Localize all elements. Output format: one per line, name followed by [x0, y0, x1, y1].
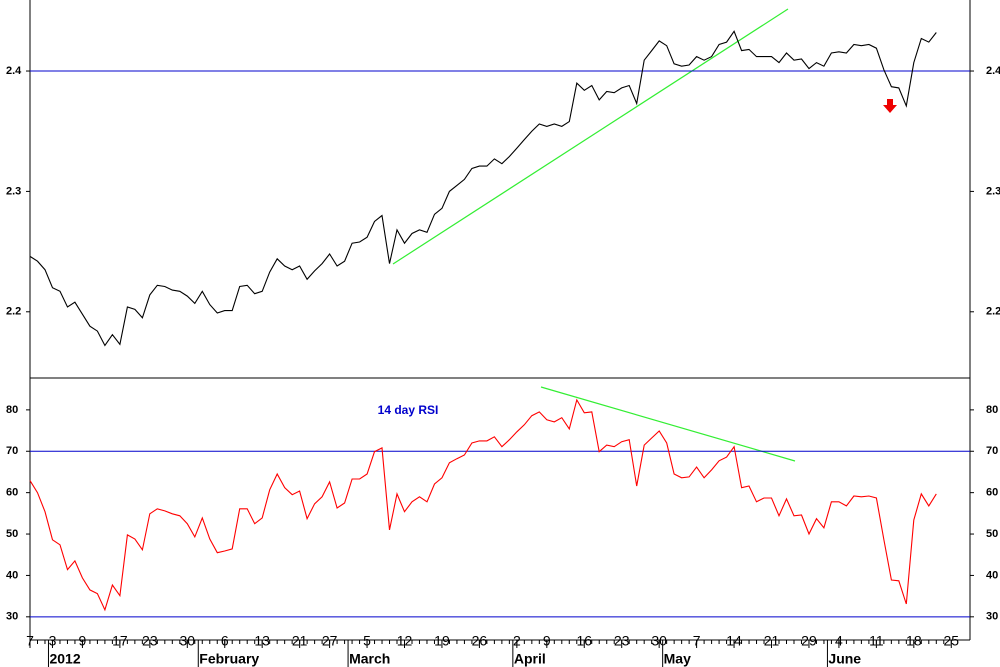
x-tick-label: 25	[943, 633, 959, 649]
month-label: 2012	[49, 651, 80, 667]
x-tick-label: 30	[651, 633, 667, 649]
x-tick-label: 30	[180, 633, 196, 649]
month-label: April	[514, 651, 546, 667]
x-tick-label: 11	[869, 633, 884, 649]
y-tick-label: 80	[986, 404, 998, 416]
x-tick-label: 17	[112, 633, 128, 649]
y-tick-label: 70	[986, 445, 998, 457]
x-tick-label: 2	[513, 633, 521, 649]
x-tick-label: 14	[726, 633, 742, 649]
x-tick-label: 4	[835, 633, 843, 649]
y-tick-label: 2.2	[6, 306, 21, 318]
trend-line	[540, 386, 796, 462]
x-tick-label: 7	[693, 633, 701, 649]
x-tick-label: 13	[254, 633, 270, 649]
rsi-label: 14 day RSI	[378, 403, 439, 417]
x-tick-label: 26	[472, 633, 488, 649]
x-tick-label: 21	[292, 633, 308, 649]
x-tick-label: 6	[221, 633, 229, 649]
y-tick-label: 2.4	[6, 65, 22, 77]
y-tick-label: 40	[986, 569, 998, 581]
x-tick-label: 18	[906, 633, 922, 649]
y-tick-label: 30	[986, 611, 998, 623]
x-tick-label: 16	[576, 633, 592, 649]
x-tick-label: 7	[26, 633, 34, 649]
month-label: June	[828, 651, 861, 667]
y-tick-label: 2.3	[986, 185, 1000, 197]
x-tick-label: 23	[614, 633, 630, 649]
month-label: May	[664, 651, 691, 667]
x-tick-label: 19	[434, 633, 450, 649]
y-tick-label: 50	[986, 528, 998, 540]
trend-line	[392, 8, 789, 265]
x-tick-label: 29	[801, 633, 817, 649]
y-tick-label: 2.3	[6, 185, 21, 197]
y-tick-label: 60	[986, 487, 998, 499]
month-label: March	[349, 651, 390, 667]
x-tick-label: 3	[49, 633, 57, 649]
y-tick-label: 40	[6, 569, 18, 581]
x-tick-label: 9	[543, 633, 551, 649]
down-arrow	[883, 99, 897, 113]
x-tick-label: 27	[322, 633, 338, 649]
x-tick-label: 23	[142, 633, 158, 649]
x-tick-label: 9	[79, 633, 87, 649]
y-tick-label: 50	[6, 528, 18, 540]
x-tick-label: 12	[397, 633, 413, 649]
y-tick-label: 30	[6, 611, 18, 623]
y-tick-label: 80	[6, 404, 18, 416]
month-label: February	[199, 651, 259, 667]
series-line	[29, 30, 937, 347]
x-tick-label: 5	[363, 633, 371, 649]
frame	[29, 0, 971, 641]
x-tick-label: 21	[764, 633, 780, 649]
y-tick-label: 60	[6, 487, 18, 499]
y-tick-label: 2.4	[986, 65, 1000, 77]
y-tick-label: 70	[6, 445, 18, 457]
series-line	[29, 398, 937, 612]
y-tick-label: 2.2	[986, 306, 1000, 318]
